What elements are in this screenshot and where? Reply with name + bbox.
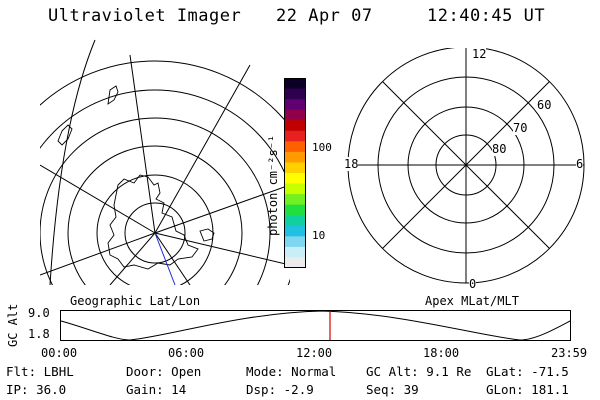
altitude-timeline <box>60 310 571 341</box>
time-label: 12:40:45 UT <box>427 6 546 26</box>
colorbar-segment <box>284 246 306 259</box>
timeline-y-max: 9.0 <box>28 306 50 320</box>
mlt-label-18: 18 <box>344 157 359 171</box>
status-gain: Gain: 14 <box>126 382 186 397</box>
status-flt: Flt: LBHL <box>6 364 74 379</box>
apex-label: Apex MLat/MLT <box>425 294 519 308</box>
colorbar-segment <box>284 120 306 132</box>
date-label: 22 Apr 07 <box>276 6 373 26</box>
status-glon: GLon: 181.1 <box>486 382 569 397</box>
polar-plot <box>347 48 585 284</box>
colorbar-frame <box>284 78 306 268</box>
mlat-label-70: 70 <box>513 121 528 135</box>
status-door-key: Door: <box>126 364 164 379</box>
status-gain-value: 14 <box>171 382 187 397</box>
timeline-y-min: 1.8 <box>28 327 50 341</box>
status-seq-key: Seq: <box>366 382 397 397</box>
status-ip-key: IP: <box>6 382 29 397</box>
colorbar <box>284 78 306 268</box>
timeline-frame <box>60 310 571 341</box>
status-mode-key: Mode: <box>246 364 284 379</box>
status-glat: GLat: -71.5 <box>486 364 569 379</box>
colorbar-segment <box>284 236 306 248</box>
status-door-value: Open <box>171 364 202 379</box>
colorbar-segment <box>284 151 306 164</box>
polar-diagonal-2 <box>382 81 550 249</box>
colorbar-segment <box>284 173 306 185</box>
timeline-tick-0000: 00:00 <box>41 346 78 360</box>
mlt-label-12: 12 <box>472 47 487 61</box>
status-flt-key: Flt: <box>6 364 37 379</box>
mlt-label-6: 6 <box>576 157 584 171</box>
colorbar-segment <box>284 130 306 142</box>
colorbar-segment <box>284 78 306 90</box>
timeline-tick-1200: 12:00 <box>296 346 333 360</box>
status-glat-value: -71.5 <box>531 364 569 379</box>
status-dsp-key: Dsp: <box>246 382 277 397</box>
mlat-label-80: 80 <box>492 142 507 156</box>
colorbar-tick-10: 10 <box>312 229 326 242</box>
status-gain-key: Gain: <box>126 382 164 397</box>
timeline-axis-title: GC Alt <box>6 303 20 347</box>
geographic-map <box>40 39 290 286</box>
status-gc-alt: GC Alt: 9.1 Re <box>366 364 471 379</box>
timeline-tick-1800: 18:00 <box>423 346 460 360</box>
colorbar-segment <box>284 204 306 216</box>
colorbar-unit-label: photon cm⁻²s⁻¹ <box>266 134 280 236</box>
mlt-label-0: 0 <box>469 277 477 291</box>
status-seq-value: 39 <box>403 382 419 397</box>
colorbar-segment <box>284 194 306 206</box>
colorbar-segment <box>284 183 306 195</box>
status-ip-value: 36.0 <box>36 382 67 397</box>
status-gc-alt-key: GC Alt: <box>366 364 419 379</box>
timeline-tick-0600: 06:00 <box>168 346 205 360</box>
coastlines <box>57 85 215 270</box>
colorbar-segment <box>284 215 306 227</box>
colorbar-segment <box>284 225 306 237</box>
colorbar-segment <box>284 99 306 111</box>
status-dsp-value: -2.9 <box>283 382 314 397</box>
mlat-label-60: 60 <box>537 98 552 112</box>
status-mode-value: Normal <box>291 364 337 379</box>
timeline-tick-2359: 23:59 <box>551 346 588 360</box>
geo-grid <box>40 39 290 285</box>
status-dsp: Dsp: -2.9 <box>246 382 314 397</box>
status-glon-value: 181.1 <box>531 382 569 397</box>
status-ip: IP: 36.0 <box>6 382 66 397</box>
spacecraft-track <box>154 232 176 286</box>
status-flt-value: LBHL <box>43 364 74 379</box>
colorbar-segment <box>284 141 306 153</box>
colorbar-segment <box>284 257 306 268</box>
status-gc-alt-value: 9.1 Re <box>426 364 472 379</box>
status-door: Door: Open <box>126 364 201 379</box>
status-mode: Mode: Normal <box>246 364 336 379</box>
status-seq: Seq: 39 <box>366 382 419 397</box>
altitude-curve <box>60 310 571 341</box>
colorbar-tick-100: 100 <box>312 141 332 154</box>
geographic-label: Geographic Lat/Lon <box>70 294 201 308</box>
status-glon-key: GLon: <box>486 382 524 397</box>
instrument-title: Ultraviolet Imager <box>48 6 242 26</box>
status-glat-key: GLat: <box>486 364 524 379</box>
colorbar-segment <box>284 109 306 121</box>
colorbar-segment <box>284 162 306 174</box>
colorbar-segment <box>284 88 306 100</box>
